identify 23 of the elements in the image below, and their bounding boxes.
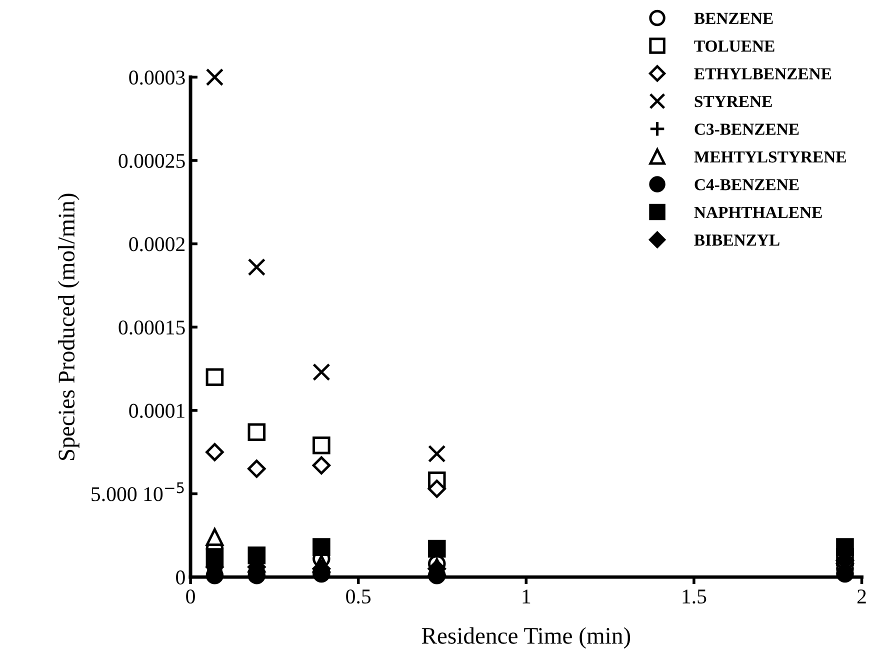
y-tick-label: 0.00025 [118, 154, 185, 168]
x-tick-label: 2 [857, 590, 866, 604]
legend-label: STYRENE [694, 96, 772, 108]
x-tick-label: 1.5 [682, 590, 706, 604]
legend-label: NAPHTHALENE [694, 206, 822, 218]
legend-label: ETHYLBENZENE [694, 68, 832, 80]
x-tick-label: 0 [186, 589, 195, 604]
legend-label: TOLUENE [694, 40, 774, 52]
y-tick-label: 0.00015 [118, 320, 185, 335]
legend-label: MEHTYLSTYRENE [694, 151, 846, 163]
x-tick-label: 1 [522, 590, 530, 604]
legend-label: BENZENE [694, 12, 773, 24]
legend-label: C3-BENZENE [694, 124, 799, 135]
x-tick-label: 0.5 [346, 589, 371, 604]
y-tick-label: 0 [176, 570, 185, 584]
y-tick-label: 0.0001 [129, 404, 184, 418]
x-axis-title: Residence Time (min) [422, 627, 630, 649]
legend-label: C4-BENZENE [694, 179, 799, 190]
y-tick-label: 5.000 10$^{−5}$ [92, 482, 184, 502]
y-tick-label: 0.0003 [129, 70, 185, 85]
y-axis-title: Species Produced (mol/min) [58, 194, 80, 460]
legend-label: BIBENZYL [694, 234, 780, 246]
y-tick-label: 0.0002 [129, 237, 185, 252]
